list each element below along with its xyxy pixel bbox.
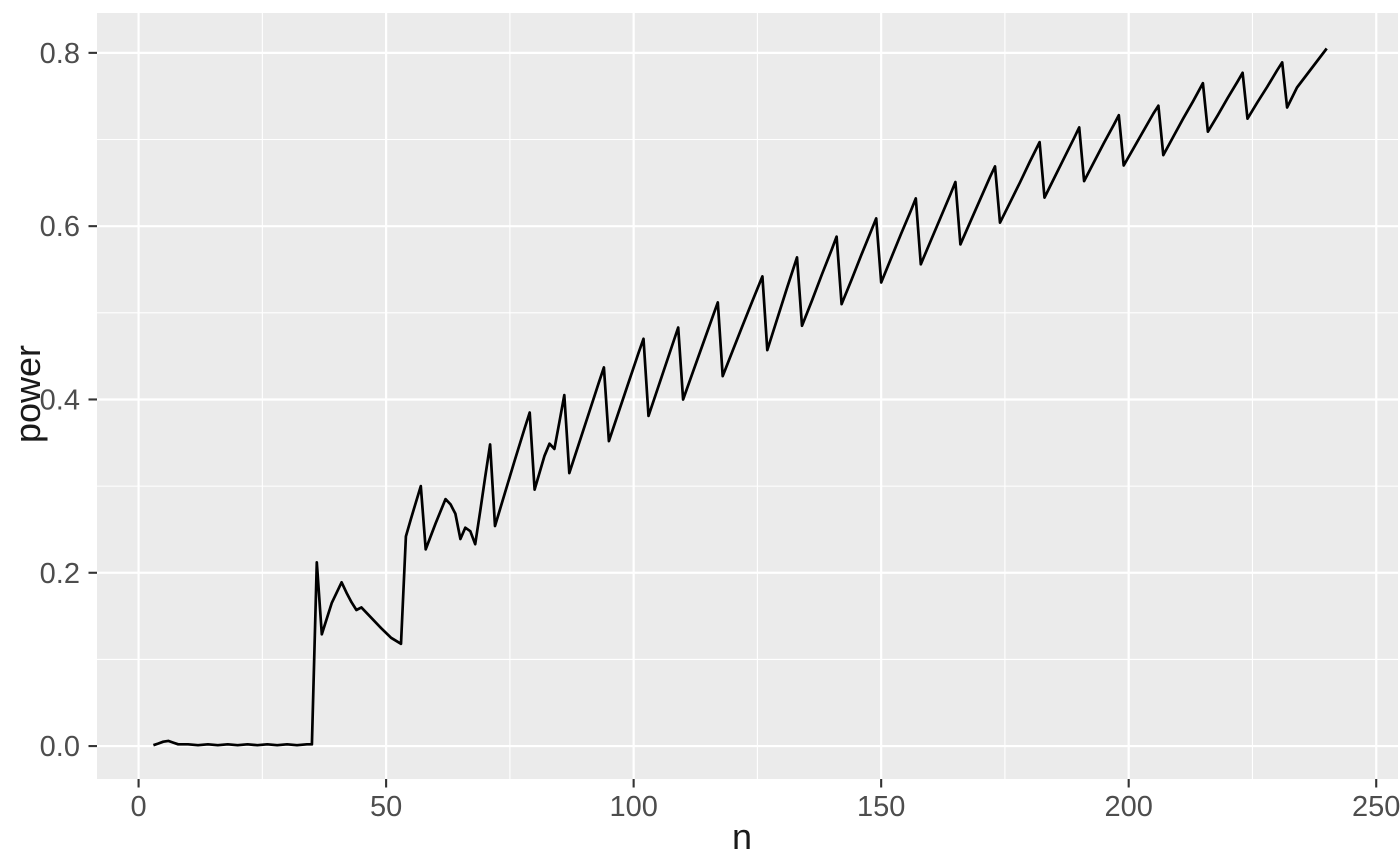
x-axis-tick-labels: 0 50 100 150 200 250 bbox=[131, 791, 1400, 823]
x-tick-label: 100 bbox=[609, 791, 657, 823]
x-tick-label: 250 bbox=[1352, 791, 1400, 823]
x-axis-tick-marks bbox=[137, 779, 1378, 788]
y-tick-label: 0.6 bbox=[40, 211, 80, 243]
x-tick-label: 150 bbox=[857, 791, 905, 823]
y-tick-label: 0.4 bbox=[40, 384, 80, 416]
x-axis-title: n bbox=[732, 816, 752, 857]
y-tick-label: 0.8 bbox=[40, 38, 80, 70]
y-axis-title: power bbox=[7, 345, 48, 443]
y-axis-tick-marks bbox=[88, 51, 97, 748]
x-tick-label: 200 bbox=[1104, 791, 1152, 823]
y-tick-label: 0.0 bbox=[40, 731, 80, 763]
x-tick-label: 50 bbox=[370, 791, 402, 823]
y-tick-label: 0.2 bbox=[40, 558, 80, 590]
x-tick-label: 0 bbox=[131, 791, 147, 823]
power-curve-line bbox=[152, 47, 1328, 747]
plot-panel bbox=[97, 13, 1398, 779]
y-axis-tick-labels: 0.0 0.2 0.4 0.6 0.8 bbox=[40, 38, 80, 763]
major-gridlines bbox=[97, 13, 1398, 779]
